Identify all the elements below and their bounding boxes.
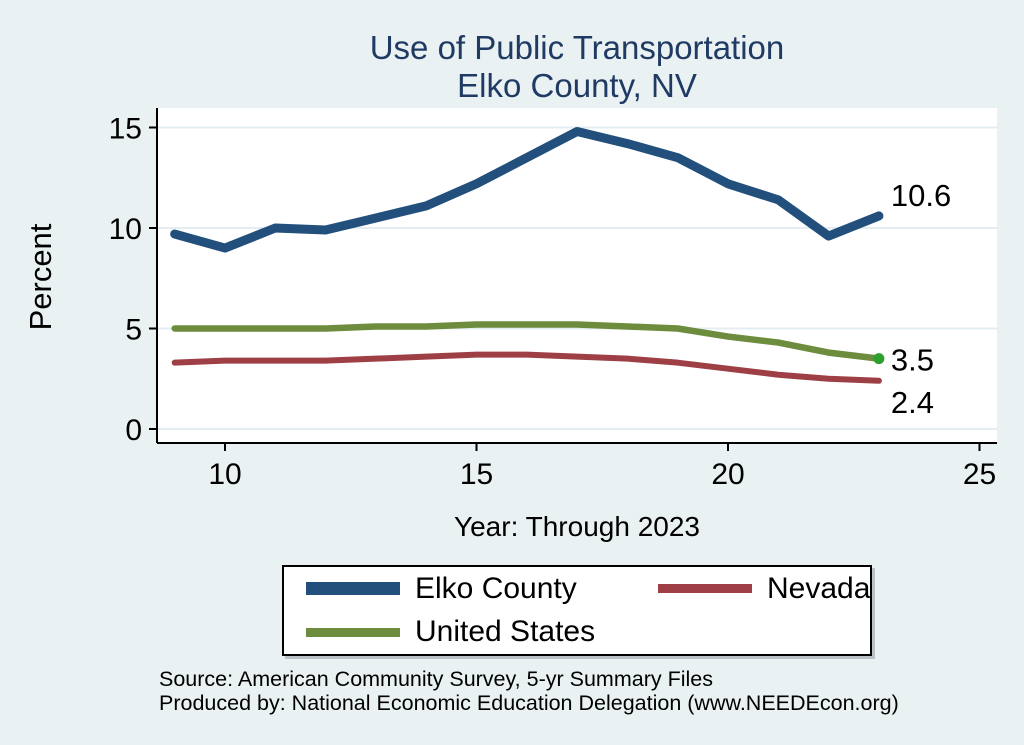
- series-line-nevada: [171, 351, 882, 384]
- y-tick-label-10: 10: [109, 213, 142, 246]
- legend-label-nevada: Nevada: [767, 571, 871, 605]
- series-end-label-united-states: 3.5: [891, 343, 934, 378]
- chart-title: Use of Public Transportation Elko County…: [157, 29, 997, 105]
- x-tick-label-2020: 20: [711, 458, 744, 491]
- x-tick-label-2015: 15: [460, 458, 493, 491]
- series-end-label-elko-county: 10.6: [891, 178, 951, 213]
- series-line-elko-county: [170, 127, 884, 253]
- x-axis-title: Year: Through 2023: [454, 511, 700, 542]
- legend-item-elko-county: Elko County: [306, 572, 658, 606]
- y-tick-label-5: 5: [125, 314, 142, 347]
- source-line: Source: American Community Survey, 5-yr …: [159, 667, 713, 691]
- legend-label-elko-county: Elko County: [415, 571, 577, 605]
- x-tick-label-2025: 25: [963, 458, 996, 491]
- source-note: Source: American Community Survey, 5-yr …: [159, 667, 899, 715]
- legend-swatch-united-states: [306, 627, 400, 637]
- y-tick-label-0: 0: [125, 414, 142, 447]
- legend-label-united-states: United States: [415, 615, 596, 649]
- series-end-marker-united-states: [873, 353, 885, 365]
- chart-title-line1: Use of Public Transportation: [369, 29, 785, 66]
- y-axis-title: Percent: [23, 223, 58, 331]
- legend-item-nevada: Nevada: [658, 572, 870, 606]
- legend-swatch-nevada: [658, 584, 752, 594]
- y-tick-label-15: 15: [109, 113, 142, 146]
- series-end-label-nevada: 2.4: [891, 385, 934, 420]
- legend-item-united-states: United States: [306, 615, 658, 649]
- plot-area: [157, 108, 997, 443]
- produced-by-line: Produced by: National Economic Education…: [159, 691, 899, 715]
- x-tick-label-2010: 10: [208, 458, 241, 491]
- chart-title-line2: Elko County, NV: [457, 67, 697, 104]
- series-line-united-states: [171, 321, 883, 362]
- legend-swatch-elko-county: [306, 582, 400, 596]
- legend: Elko County Nevada United States: [282, 565, 872, 656]
